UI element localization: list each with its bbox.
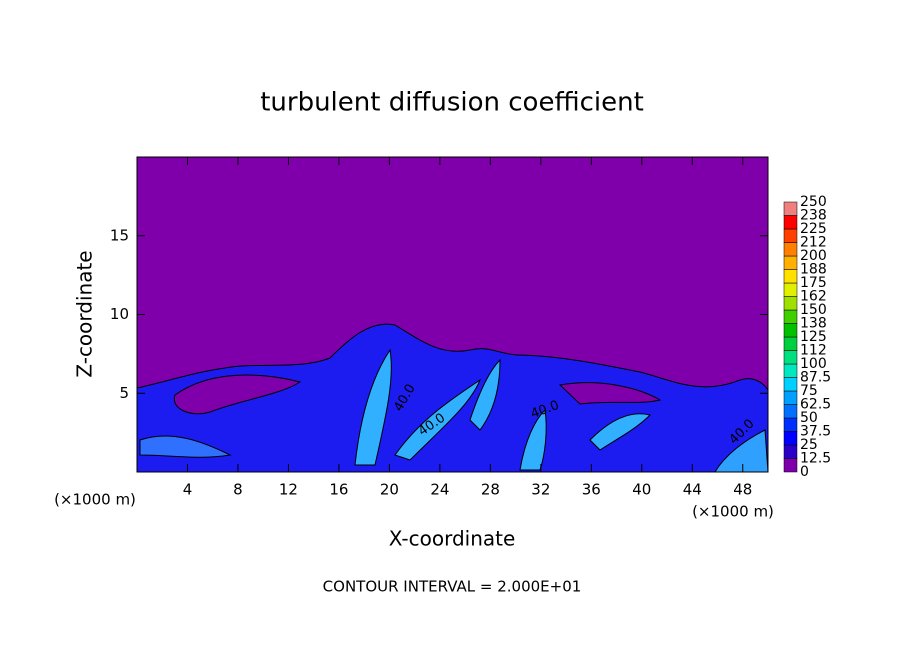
field (136, 157, 769, 473)
colorbar-segment (783, 242, 798, 257)
x-tick-label: 36 (582, 481, 601, 499)
footer-note: CONTOUR INTERVAL = 2.000E+01 (323, 578, 582, 596)
colorbar-label: 200 (800, 248, 827, 264)
field-swirl (173, 374, 302, 415)
colorbar-label: 12.5 (800, 451, 831, 467)
colorbar-label: 188 (800, 262, 827, 278)
x-tick-label: 44 (683, 481, 702, 499)
colorbar-label: 225 (800, 221, 827, 237)
colorbar-segment (783, 458, 798, 473)
colorbar-label: 50 (800, 410, 818, 426)
colorbar-segment (783, 417, 798, 432)
colorbar-segment (783, 269, 798, 284)
y-tick-label: 15 (110, 226, 129, 244)
field-swirl (558, 382, 662, 405)
colorbar-label: 75 (800, 383, 818, 399)
colorbar-label: 0 (800, 464, 809, 480)
colorbar-label: 112 (800, 343, 827, 359)
field-streak (589, 413, 651, 451)
field-streak (469, 358, 501, 431)
colorbar-label: 87.5 (800, 370, 831, 386)
colorbar-segment (783, 296, 798, 311)
colorbar-label: 37.5 (800, 424, 831, 440)
colorbar-segment (783, 390, 798, 405)
field-streak (519, 408, 547, 471)
chart-title: turbulent diffusion coefficient (260, 88, 644, 118)
x-tick-label: 28 (481, 481, 500, 499)
colorbar-segment (783, 350, 798, 365)
x-tick-label: 40 (632, 481, 651, 499)
colorbar-label: 100 (800, 356, 827, 372)
x-tick-label: 16 (329, 481, 348, 499)
colorbar-segment (783, 377, 798, 392)
x-tick-label: 24 (430, 481, 449, 499)
x-tick-label: 8 (233, 481, 243, 499)
y-axis-title: Z-coordinate (73, 250, 97, 377)
colorbar-segment (783, 431, 798, 446)
field-streak (139, 435, 232, 458)
field-streak (354, 348, 392, 466)
colorbar-segment (783, 363, 798, 378)
colorbar-label: 150 (800, 302, 827, 318)
colorbar-label: 162 (800, 289, 827, 305)
y-tick-label: 10 (110, 305, 129, 323)
x-tick-label: 48 (733, 481, 752, 499)
colorbar-segment (783, 215, 798, 230)
colorbar-segment (783, 201, 798, 216)
colorbar-segment (783, 323, 798, 338)
x-unit-label: (×1000 m) (692, 503, 774, 521)
colorbar-label: 175 (800, 275, 827, 291)
x-tick-label: 32 (531, 481, 550, 499)
colorbar-label: 212 (800, 235, 827, 251)
colorbar-segment (783, 336, 798, 351)
x-tick-label: 12 (279, 481, 298, 499)
x-tick-label: 20 (380, 481, 399, 499)
colorbar-segment (783, 255, 798, 270)
colorbar-label: 250 (800, 194, 827, 210)
field-streak (714, 429, 769, 473)
colorbar-label: 25 (800, 437, 818, 453)
colorbar-segment (783, 404, 798, 419)
field-streak (394, 378, 482, 461)
colorbar-label: 138 (800, 316, 827, 332)
colorbar-label: 125 (800, 329, 827, 345)
colorbar-segment (783, 309, 798, 324)
x-tick-label: 4 (183, 481, 193, 499)
colorbar-label: 62.5 (800, 397, 831, 413)
colorbar-segment (783, 228, 798, 243)
colorbar-label: 238 (800, 208, 827, 224)
x-unit-label: (×1000 m) (54, 491, 136, 509)
colorbar-segment (783, 282, 798, 297)
x-axis-title: X-coordinate (389, 527, 516, 551)
y-tick-label: 5 (119, 384, 129, 402)
colorbar-segment (783, 444, 798, 459)
